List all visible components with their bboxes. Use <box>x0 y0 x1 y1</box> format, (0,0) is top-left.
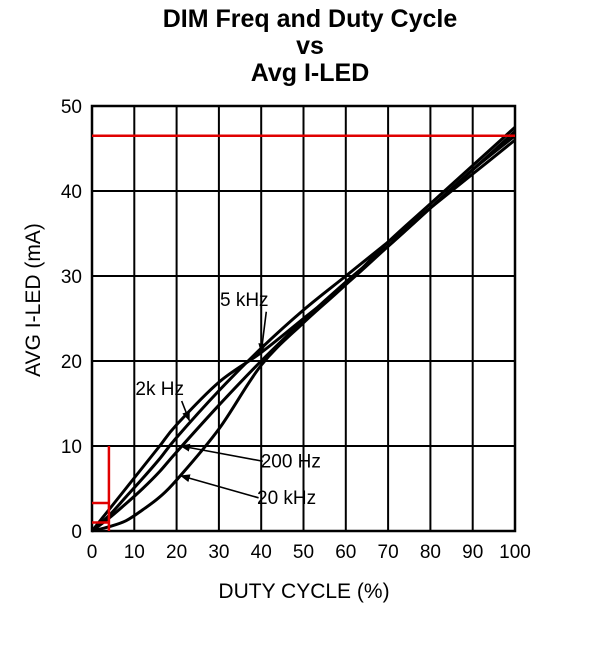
x-tick-label: 80 <box>420 542 441 563</box>
x-tick-label: 40 <box>251 542 272 563</box>
plot-frame <box>90 104 517 533</box>
y-axis-label: AVG I-LED (mA) <box>22 223 45 377</box>
y-tick-label: 20 <box>61 352 82 373</box>
x-tick-label: 90 <box>462 542 483 563</box>
annotation-arrow <box>180 400 191 422</box>
y-tick-label: 50 <box>61 97 82 118</box>
x-tick-label: 10 <box>124 542 145 563</box>
annotation-label: 2k Hz <box>135 379 184 400</box>
series-line-3 <box>91 126 517 533</box>
chart-title-line-3: Avg I-LED <box>250 59 370 87</box>
annotation-arrow <box>258 311 268 354</box>
chart-title: DIM Freq and Duty Cycle vs Avg I-LED <box>0 6 590 87</box>
curve-layer <box>90 126 517 533</box>
annotations: 5 kHz 2k Hz 200 Hz 20 kHz <box>135 290 321 509</box>
tick-labels: 0 10 20 30 40 50 60 70 80 90 100 0 10 20 30 40 50 <box>61 97 531 563</box>
y-tick-label: 10 <box>61 437 82 458</box>
x-tick-label: 0 <box>87 542 98 563</box>
x-tick-label: 100 <box>499 542 531 563</box>
series-line-2 <box>91 130 517 533</box>
y-tick-label: 0 <box>71 522 82 543</box>
annotation-label: 5 kHz <box>220 290 269 311</box>
chart-title-line-2: vs <box>296 32 324 60</box>
annotation-label: 20 kHz <box>257 488 316 509</box>
y-tick-label: 40 <box>61 182 82 203</box>
annotation-arrow <box>179 474 259 499</box>
x-tick-label: 70 <box>378 542 399 563</box>
annotation-arrow <box>179 443 263 463</box>
chart-title-line-1: DIM Freq and Duty Cycle <box>162 5 458 33</box>
y-tick-label: 30 <box>61 267 82 288</box>
annotation-label: 200 Hz <box>261 451 321 472</box>
x-tick-label: 30 <box>208 542 229 563</box>
reference-lines <box>92 134 515 531</box>
x-axis-label: DUTY CYCLE (%) <box>218 580 389 603</box>
x-tick-label: 20 <box>166 542 187 563</box>
x-tick-label: 60 <box>335 542 356 563</box>
x-tick-label: 50 <box>293 542 314 563</box>
